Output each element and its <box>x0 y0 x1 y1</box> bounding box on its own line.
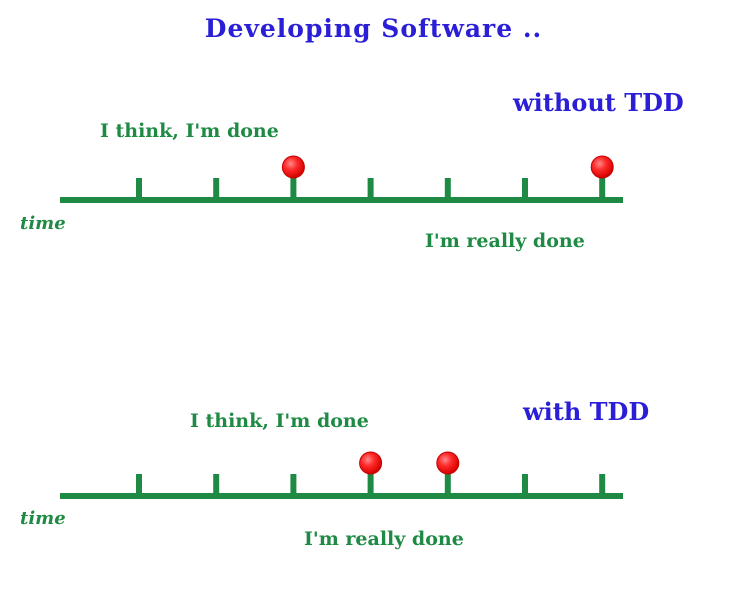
timeline-with-tdd <box>60 451 623 499</box>
milestone-marker <box>590 155 614 179</box>
timeline-tick <box>213 474 220 496</box>
timeline-tick <box>599 474 606 496</box>
milestone-marker <box>359 451 383 475</box>
timeline-tick <box>522 178 528 200</box>
timeline-tick <box>136 178 142 200</box>
timeline-tick <box>599 178 606 200</box>
time-axis-label-with-tdd: time <box>20 508 66 529</box>
page-title: Developing Software .. <box>204 14 543 43</box>
timeline-tick <box>136 474 142 496</box>
timeline-tick <box>367 178 374 200</box>
timeline-without-tdd <box>60 155 623 203</box>
timeline-tick <box>367 474 374 496</box>
timeline-tick <box>213 178 220 200</box>
annotation-really-done-without-tdd: I'm really done <box>425 230 585 252</box>
section-label-without-tdd: without TDD <box>513 88 684 117</box>
annotation-think-done-with-tdd: I think, I'm done <box>190 410 369 432</box>
timeline-tick <box>444 178 451 200</box>
milestone-marker <box>436 451 460 475</box>
section-label-with-tdd: with TDD <box>523 397 650 426</box>
timeline-tick <box>290 474 297 496</box>
milestone-marker <box>281 155 305 179</box>
timeline-tick <box>444 474 451 496</box>
timeline-tick <box>290 178 297 200</box>
timeline-tick <box>522 474 528 496</box>
annotation-think-done-without-tdd: I think, I'm done <box>100 120 279 142</box>
time-axis-label-without-tdd: time <box>20 213 66 234</box>
annotation-really-done-with-tdd: I'm really done <box>304 528 464 550</box>
